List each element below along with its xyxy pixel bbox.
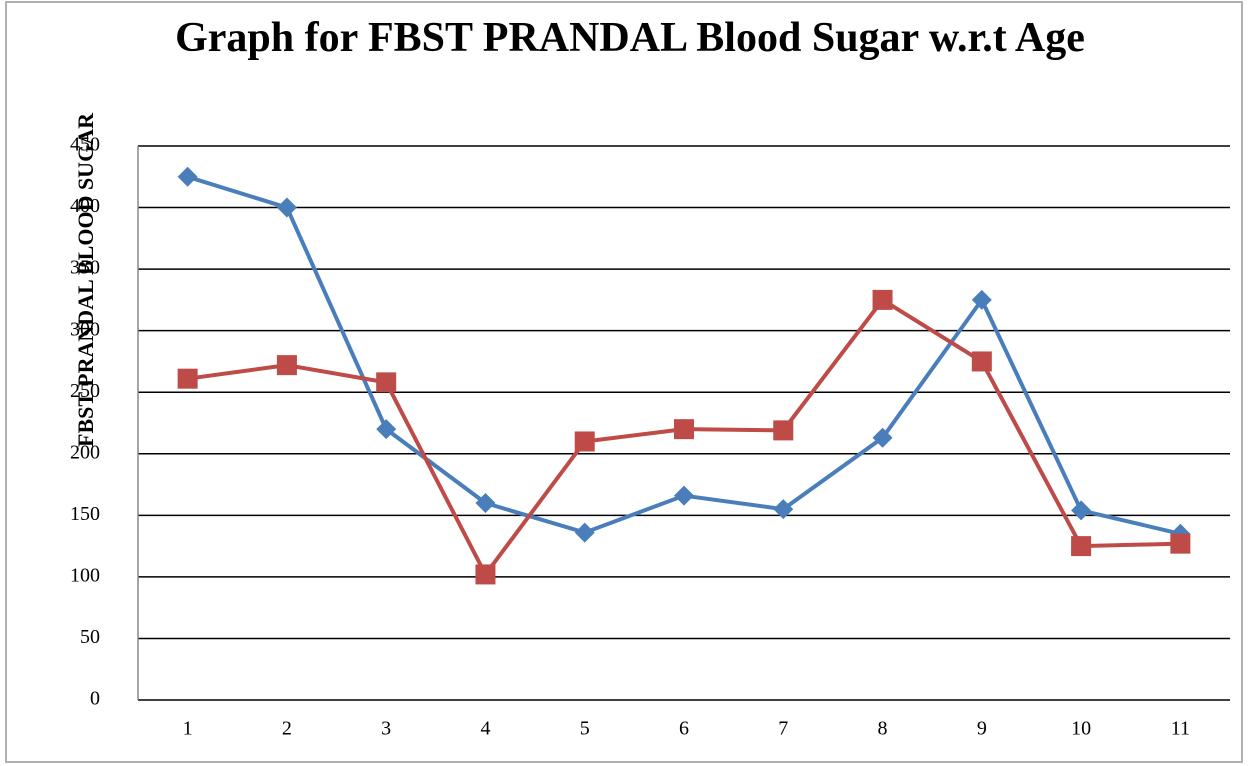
x-tick-label: 11 [1171,718,1190,740]
x-tick-label: 2 [282,718,292,740]
marker-square [475,564,496,585]
y-tick-label: 100 [70,564,100,586]
y-tick-label: 400 [70,195,100,217]
y-tick-label: 150 [70,503,100,525]
x-tick-label: 7 [778,718,788,740]
x-tick-label: 10 [1071,718,1091,740]
x-tick-label: 8 [878,718,888,740]
marker-diamond [773,499,794,520]
x-tick-label: 4 [480,718,490,740]
y-tick-label: 350 [70,257,100,279]
marker-square [773,420,794,441]
marker-diamond [475,493,496,514]
y-tick-label: 450 [70,134,100,156]
chart-frame [5,1,1243,763]
series-line [187,174,1181,536]
marker-diamond [872,427,893,448]
y-tick-label: 300 [70,318,100,340]
y-tick-label: 250 [70,380,100,402]
marker-square [674,419,694,440]
y-tick-label: 50 [80,626,100,648]
x-tick-label: 1 [183,718,193,740]
marker-diamond [574,522,595,543]
marker-square [872,289,893,310]
marker-square [1170,533,1191,554]
marker-square [971,351,992,372]
y-axis-label: FBST PRANDAL BLOOD SUGAR [73,112,98,447]
x-tick-label: 6 [679,718,689,740]
plot-area: 0 50 100 150 200 250 300 350 400 450 1 2 3 4 5 6 7 8 9 10 11 [70,134,1230,740]
chart-title: Graph for FBST PRANDAL Blood Sugar w.r.t… [175,15,1085,61]
marker-diamond [971,289,992,310]
marker-diamond [177,166,198,187]
marker-diamond [674,485,694,506]
marker-square [177,368,198,389]
marker-square [1071,536,1092,557]
x-tick-label: 3 [381,718,391,740]
y-tick-label: 200 [70,441,100,463]
marker-diamond [276,197,297,218]
marker-square [276,355,297,376]
marker-diamond [376,419,397,440]
marker-square [376,372,397,393]
y-tick-label: 0 [90,688,100,710]
x-tick-label: 9 [977,718,987,740]
marker-square [574,431,595,452]
x-tick-label: 5 [580,718,590,740]
marker-diamond [1071,500,1092,521]
